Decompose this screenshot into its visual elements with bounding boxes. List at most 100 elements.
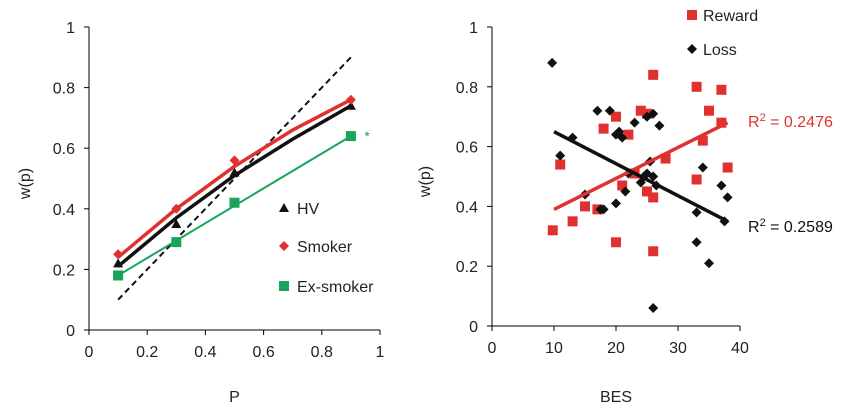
legend-reward-marker bbox=[687, 10, 697, 20]
hv-data-point bbox=[345, 100, 356, 110]
reward-data-point bbox=[716, 84, 727, 95]
ex-smoker-data-point bbox=[171, 237, 182, 248]
reward-data-point bbox=[617, 180, 628, 191]
x-tick-label: 30 bbox=[669, 340, 687, 357]
loss-data-point bbox=[611, 198, 621, 209]
legend-smoker-marker bbox=[279, 241, 289, 251]
smoker-fit-line bbox=[116, 98, 352, 259]
reward-data-point bbox=[555, 159, 566, 170]
reward-data-point bbox=[611, 237, 621, 248]
reward-data-point bbox=[580, 201, 590, 212]
ex-smoker-data-point bbox=[229, 197, 240, 208]
y-tick-label: 0.8 bbox=[53, 81, 75, 98]
loss-data-point bbox=[592, 105, 603, 116]
loss-data-point bbox=[604, 105, 615, 116]
y-tick-label: 0.2 bbox=[53, 262, 75, 279]
hv-data-point bbox=[229, 167, 240, 177]
y-tick-label: 1 bbox=[66, 20, 75, 37]
reward-data-point bbox=[691, 81, 702, 92]
y-tick-label: 0.4 bbox=[53, 202, 75, 219]
y-tick-label: 0.6 bbox=[456, 140, 478, 157]
reward-data-point bbox=[648, 69, 659, 80]
loss-data-point bbox=[697, 162, 708, 173]
x-tick-label: 0.6 bbox=[252, 344, 274, 361]
loss-data-point bbox=[648, 303, 659, 314]
reward-data-point bbox=[704, 105, 714, 116]
loss-data-point bbox=[722, 192, 733, 203]
smoker-data-point bbox=[345, 94, 356, 105]
legend-ex-smoker-label: Ex-smoker bbox=[297, 279, 374, 296]
reward-data-point bbox=[660, 153, 671, 164]
reward-data-point bbox=[623, 129, 634, 140]
x-axis-label: BES bbox=[600, 389, 632, 406]
significance-annotation: * bbox=[364, 128, 370, 144]
loss-data-point bbox=[704, 258, 714, 269]
y-tick-label: 0 bbox=[469, 319, 478, 336]
smoker-data-point bbox=[113, 249, 124, 260]
x-tick-label: 0.8 bbox=[311, 344, 333, 361]
loss-data-point bbox=[648, 108, 659, 119]
legend-loss-marker bbox=[687, 44, 697, 54]
legend-hv-label: HV bbox=[297, 201, 320, 218]
reward-data-point bbox=[547, 225, 558, 236]
x-tick-label: 1 bbox=[376, 344, 385, 361]
loss-data-point bbox=[620, 186, 631, 197]
x-tick-label: 0.4 bbox=[194, 344, 216, 361]
reward-data-point bbox=[691, 174, 702, 185]
y-axis-label: w(p) bbox=[17, 168, 34, 200]
y-tick-label: 0.4 bbox=[456, 199, 478, 216]
loss-regression-line bbox=[553, 130, 729, 223]
legend-smoker-label: Smoker bbox=[297, 239, 353, 256]
reward-data-point bbox=[648, 192, 659, 203]
legend-loss-label: Loss bbox=[703, 42, 737, 59]
smoker-data-point bbox=[229, 155, 240, 166]
y-tick-label: 1 bbox=[469, 20, 478, 37]
x-tick-label: 0 bbox=[85, 344, 94, 361]
loss-data-point bbox=[547, 57, 558, 68]
x-axis-label: P bbox=[229, 389, 240, 406]
hv-data-point bbox=[171, 218, 182, 228]
loss-data-point bbox=[617, 132, 628, 143]
reward-data-point bbox=[722, 162, 733, 173]
chart-right: 0 10 20 30 40 0 0.2 0.4 0.6 0.8 1 BES w(p) Reward Loss… bbox=[417, 8, 833, 406]
loss-r-squared-label: R2 = 0.2589 bbox=[748, 217, 833, 236]
x-tick-label: 40 bbox=[731, 340, 749, 357]
reward-r-squared-label: R2 = 0.2476 bbox=[748, 112, 833, 131]
reward-data-point bbox=[635, 105, 646, 116]
y-tick-label: 0.6 bbox=[53, 141, 75, 158]
x-tick-label: 20 bbox=[607, 340, 625, 357]
reward-data-point bbox=[598, 123, 609, 134]
legend-hv-marker bbox=[279, 203, 289, 212]
ex-smoker-data-point bbox=[113, 270, 124, 281]
reward-data-point bbox=[642, 186, 652, 197]
loss-data-point bbox=[654, 120, 665, 131]
reward-data-point bbox=[611, 111, 621, 122]
x-tick-label: 0 bbox=[488, 340, 497, 357]
reward-data-point bbox=[648, 246, 659, 257]
reward-data-point bbox=[697, 135, 708, 146]
loss-data-point bbox=[691, 207, 702, 218]
smoker-data-point bbox=[171, 203, 182, 214]
y-tick-label: 0.8 bbox=[456, 80, 478, 97]
reward-regression-line bbox=[553, 121, 729, 211]
reward-data-point bbox=[716, 117, 727, 128]
legend-reward-label: Reward bbox=[703, 8, 758, 25]
loss-data-point bbox=[555, 150, 566, 161]
y-tick-label: 0 bbox=[66, 323, 75, 340]
x-tick-label: 10 bbox=[545, 340, 563, 357]
x-tick-label: 0.2 bbox=[136, 344, 158, 361]
reward-data-point bbox=[567, 216, 578, 227]
y-tick-label: 0.2 bbox=[456, 259, 478, 276]
ex-smoker-data-point bbox=[345, 131, 356, 142]
y-axis-label: w(p) bbox=[417, 166, 434, 198]
loss-data-point bbox=[629, 117, 640, 128]
legend-ex-smoker-marker bbox=[279, 281, 289, 291]
chart-left: 0 0.2 0.4 0.6 0.8 1 0 0.2 0.4 0.6 0.8 1 Pw(p) HV Smoke… bbox=[17, 20, 385, 406]
loss-data-point bbox=[648, 171, 659, 182]
hv-data-point bbox=[113, 258, 124, 268]
loss-data-point bbox=[691, 237, 702, 248]
loss-data-point bbox=[716, 180, 727, 191]
identity-reference-line bbox=[117, 56, 352, 301]
loss-data-point bbox=[598, 204, 609, 215]
